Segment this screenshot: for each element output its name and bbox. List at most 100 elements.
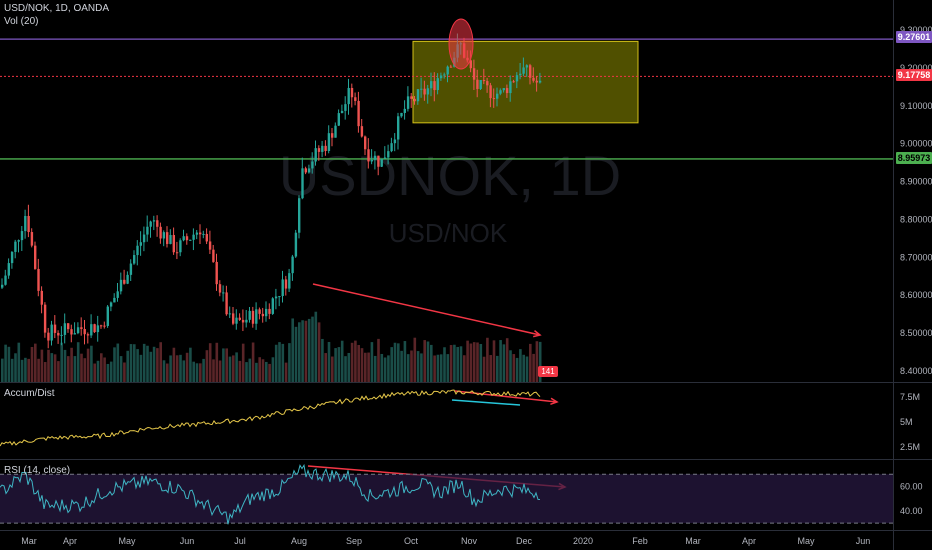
candle (505, 88, 509, 94)
volume-bar (116, 343, 120, 382)
price-axis: 9.30000 9.20000 9.10000 9.00000 8.90000 8.800… (900, 25, 932, 516)
candle (327, 133, 331, 152)
volume-bar (93, 363, 96, 382)
candle (492, 98, 496, 100)
candle (202, 233, 205, 235)
volume-bar (271, 357, 275, 382)
time-tick-label: Apr (742, 536, 756, 546)
volume-bar (185, 352, 189, 382)
candle (268, 308, 271, 314)
volume-bar (364, 352, 367, 382)
volume-bar (535, 341, 539, 382)
symbol-title: USD/NOK, 1D, OANDA (4, 3, 110, 14)
volume-bar (311, 316, 314, 382)
candlestick-series (1, 33, 542, 349)
volume-bar (156, 348, 159, 382)
candle (288, 273, 291, 289)
volume-bar (482, 356, 486, 382)
candle (380, 158, 383, 167)
candle (251, 310, 255, 324)
candle (222, 292, 225, 294)
candle (344, 104, 347, 111)
trend-arrows[interactable] (307, 283, 567, 491)
candle (307, 168, 311, 173)
candle (515, 75, 519, 82)
volume-bar (208, 343, 212, 382)
price-tick-label: 8.50000 (900, 328, 932, 338)
candle (76, 327, 80, 334)
volume-bar (321, 338, 324, 382)
volume-bar (129, 344, 133, 382)
time-tick-label: Aug (291, 536, 307, 546)
candle (67, 323, 70, 330)
volume-bar (126, 350, 129, 382)
volume-bar (469, 343, 473, 382)
candle (397, 116, 400, 140)
candle (265, 308, 268, 317)
candle (334, 125, 337, 138)
highlight-ellipse[interactable] (448, 18, 474, 70)
volume-bar (486, 337, 489, 382)
range-box[interactable] (412, 40, 639, 124)
candle (103, 325, 106, 327)
volume-bar (288, 343, 291, 382)
volume-bar (420, 353, 423, 382)
volume-bar (123, 362, 126, 382)
candle (317, 148, 321, 152)
rsi-pane (0, 463, 893, 525)
candle (261, 313, 265, 317)
volume-bar (294, 326, 298, 382)
volume-bar (430, 344, 433, 382)
volume-bar (182, 360, 186, 382)
volume-bar (166, 363, 169, 382)
time-tick-label: Sep (346, 536, 362, 546)
candle (218, 284, 222, 293)
volume-bar (439, 354, 443, 382)
volume-bar (57, 361, 60, 382)
candle (271, 298, 274, 314)
volume-bar (532, 353, 535, 382)
volume-bar (337, 347, 341, 382)
volume-bar (258, 357, 261, 382)
adl-line (0, 389, 541, 447)
candle (324, 145, 327, 152)
volume-bar (446, 354, 450, 382)
volume-bar (106, 363, 110, 382)
horizontal-levels[interactable] (0, 38, 893, 160)
candle (406, 96, 410, 109)
time-tick-label: Jun (180, 536, 195, 546)
volume-bar (373, 355, 377, 382)
volume-bar (76, 342, 80, 382)
candle (205, 233, 208, 242)
candle (57, 332, 60, 336)
volume-bar (139, 354, 143, 382)
candle (436, 78, 439, 91)
time-tick-label: Dec (516, 536, 533, 546)
volume-bar (50, 353, 54, 382)
candle (535, 80, 538, 83)
candle (479, 80, 482, 89)
volume-bar (225, 348, 228, 382)
volume-bar (1, 358, 4, 382)
candle (136, 245, 139, 256)
volume-bar (406, 354, 410, 382)
candle (14, 241, 17, 252)
candle (354, 97, 357, 101)
candle (149, 221, 152, 227)
candle (449, 66, 453, 68)
candle (162, 232, 166, 239)
volume-bar (390, 347, 393, 382)
candle (469, 60, 472, 69)
candle (321, 145, 324, 152)
candle (109, 302, 113, 307)
candle (364, 136, 367, 150)
candle (20, 231, 24, 241)
volume-bar (416, 351, 420, 382)
candle (393, 139, 397, 144)
volume-bar (538, 341, 542, 382)
candle (337, 113, 340, 126)
candle (538, 80, 542, 83)
candle (86, 334, 90, 336)
candle (4, 275, 7, 285)
candle (433, 81, 436, 91)
